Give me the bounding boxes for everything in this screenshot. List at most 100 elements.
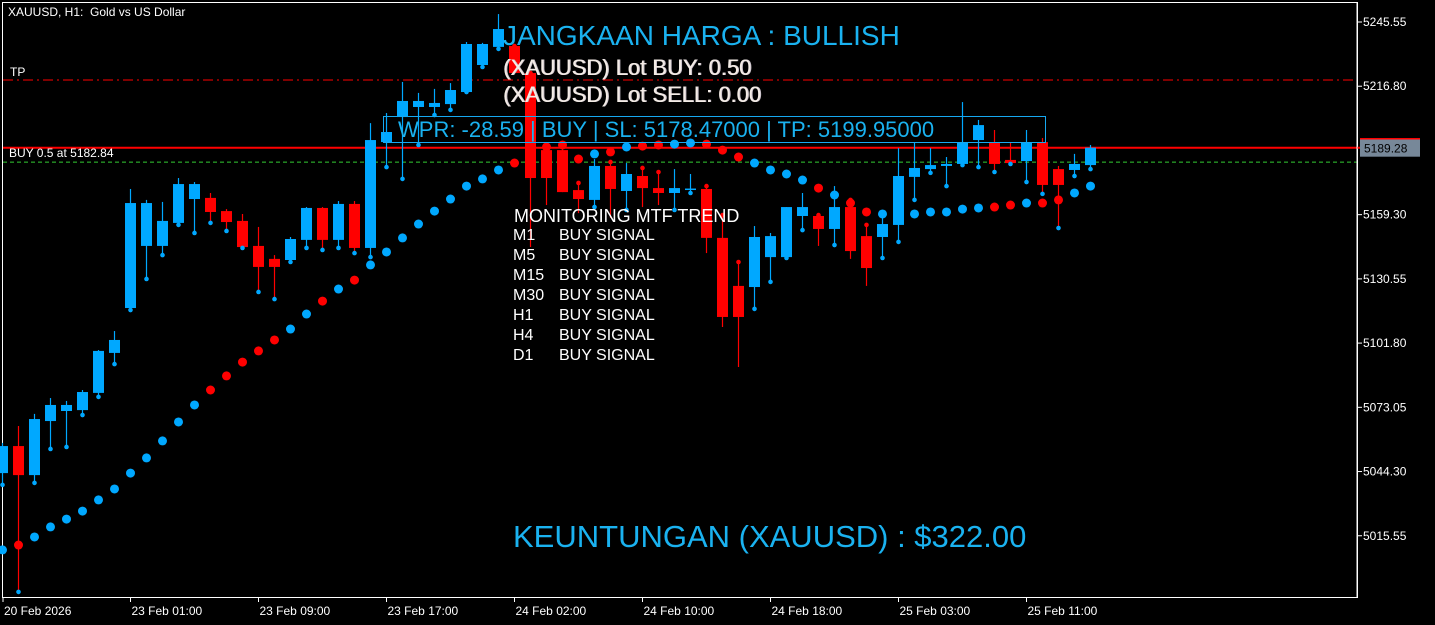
candle bbox=[541, 144, 552, 206]
candle bbox=[397, 81, 408, 182]
time-tick-label: 20 Feb 2026 bbox=[4, 604, 72, 618]
mtf-signal: BUY SIGNAL bbox=[559, 307, 655, 324]
mtf-timeframe: M1 bbox=[513, 227, 536, 244]
low-marker bbox=[688, 190, 693, 196]
candle-body bbox=[765, 236, 776, 258]
indicator-dot bbox=[46, 522, 55, 532]
candle bbox=[461, 41, 472, 95]
low-marker bbox=[800, 227, 805, 233]
low-marker bbox=[160, 252, 165, 258]
candle bbox=[733, 259, 744, 367]
low-marker bbox=[992, 169, 997, 175]
indicator-dot bbox=[910, 209, 919, 219]
candle-body bbox=[141, 203, 152, 246]
candle-body bbox=[605, 165, 616, 189]
high-marker bbox=[720, 212, 725, 218]
candle bbox=[0, 442, 8, 488]
low-marker bbox=[976, 164, 981, 170]
candle-body bbox=[285, 239, 296, 261]
candle-body bbox=[317, 207, 328, 240]
indicator-dot bbox=[478, 174, 487, 184]
candle-body bbox=[973, 125, 984, 141]
candle-body bbox=[845, 207, 856, 252]
candle-body bbox=[61, 404, 72, 411]
price-tick-label: 5073.05 bbox=[1363, 400, 1407, 414]
indicator-dot bbox=[942, 207, 951, 217]
candle-body bbox=[653, 188, 664, 193]
candle-body bbox=[45, 404, 56, 422]
candle bbox=[557, 142, 568, 193]
indicator-dot bbox=[606, 147, 615, 157]
low-marker bbox=[400, 176, 405, 182]
indicator-dot bbox=[318, 296, 327, 306]
low-marker bbox=[1056, 225, 1061, 231]
candle bbox=[589, 159, 600, 210]
indicator-dot bbox=[702, 139, 711, 149]
indicator-dot bbox=[750, 158, 759, 168]
candle-body bbox=[0, 446, 8, 474]
candle-body bbox=[509, 46, 520, 74]
mtf-row: H1 BUY SIGNAL bbox=[513, 308, 655, 324]
mtf-signal: BUY SIGNAL bbox=[559, 347, 655, 364]
candle-body bbox=[1005, 159, 1016, 164]
low-marker bbox=[416, 142, 421, 148]
indicator-dot bbox=[510, 158, 519, 168]
candle-body bbox=[781, 207, 792, 258]
low-marker bbox=[624, 207, 629, 213]
lot-sell: (XAUUSD) Lot SELL: 0.00 bbox=[503, 82, 762, 107]
candle bbox=[61, 400, 72, 450]
indicator-dot bbox=[286, 324, 295, 334]
mtf-row: M15 BUY SIGNAL bbox=[513, 268, 655, 284]
indicator-dot bbox=[174, 417, 183, 427]
candle-body bbox=[1085, 147, 1096, 166]
price-tick-label: 5130.55 bbox=[1363, 272, 1407, 286]
candle-body bbox=[461, 44, 472, 93]
candle-body bbox=[189, 184, 200, 200]
candle bbox=[365, 123, 376, 260]
indicator-dot bbox=[382, 247, 391, 257]
high-marker bbox=[736, 259, 741, 265]
low-marker bbox=[368, 254, 373, 260]
time-tick-label: 24 Feb 02:00 bbox=[516, 604, 587, 618]
mtf-row: M30 BUY SIGNAL bbox=[513, 288, 655, 304]
candle bbox=[669, 169, 680, 213]
low-marker bbox=[320, 247, 325, 253]
candle bbox=[317, 207, 328, 253]
candle bbox=[1053, 165, 1064, 231]
candle bbox=[685, 174, 696, 196]
indicator-dot bbox=[718, 145, 727, 155]
high-marker bbox=[560, 142, 565, 148]
low-marker bbox=[336, 245, 341, 251]
indicator-dot bbox=[1006, 200, 1015, 210]
candle-body bbox=[301, 207, 312, 240]
high-marker bbox=[816, 212, 821, 218]
indicator-dot bbox=[350, 275, 359, 285]
indicator-dot bbox=[926, 207, 935, 217]
low-marker bbox=[208, 220, 213, 226]
candle-body bbox=[93, 350, 104, 393]
time-tick-label: 25 Feb 03:00 bbox=[900, 604, 971, 618]
candle-body bbox=[413, 100, 424, 107]
mtf-row: M1 BUY SIGNAL bbox=[513, 228, 655, 244]
low-marker bbox=[752, 306, 757, 312]
candle bbox=[301, 207, 312, 251]
low-marker bbox=[48, 446, 53, 452]
mtf-signal: BUY SIGNAL bbox=[559, 327, 655, 344]
candle bbox=[1037, 138, 1048, 197]
low-marker bbox=[128, 307, 133, 313]
candle bbox=[605, 159, 616, 219]
candle-body bbox=[253, 245, 264, 267]
indicator-dot bbox=[1086, 181, 1095, 191]
high-marker bbox=[640, 165, 645, 171]
indicator-dot bbox=[158, 436, 167, 446]
indicator-dot bbox=[254, 346, 263, 356]
time-tick-label: 25 Feb 11:00 bbox=[1028, 604, 1098, 618]
indicator-dot bbox=[1022, 198, 1031, 208]
candle bbox=[1069, 153, 1080, 179]
indicator-dot bbox=[590, 149, 599, 159]
indicator-dot bbox=[62, 514, 71, 524]
candle bbox=[125, 188, 136, 313]
wpr-signal-box: WPR: -28.59 | BUY | SL: 5178.47000 | TP:… bbox=[383, 116, 1046, 143]
